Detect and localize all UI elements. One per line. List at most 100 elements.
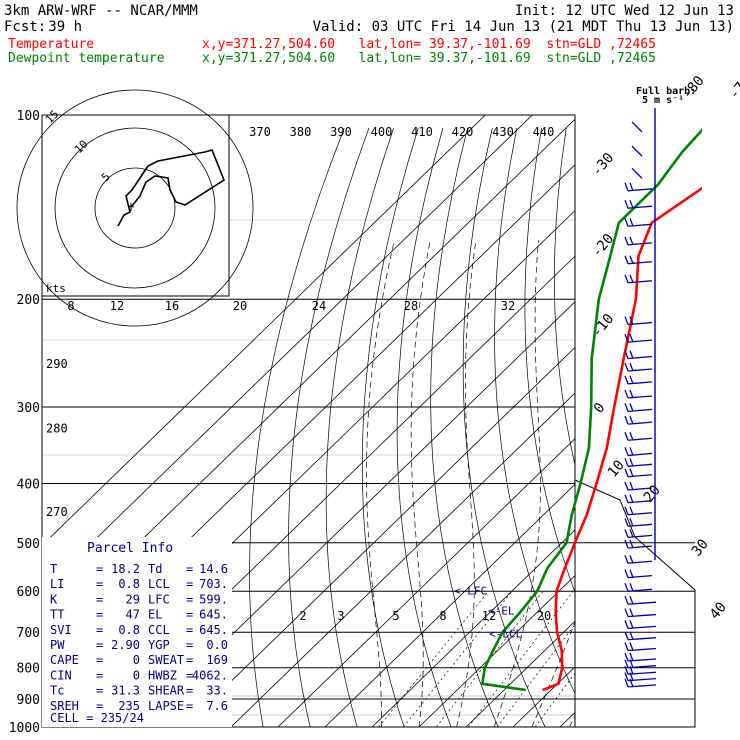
parcel-value: 47 [126,608,140,622]
wind-barb [624,620,657,630]
isotherm-line [277,438,575,727]
parcel-key: EL [148,608,162,622]
isotherm-line [324,483,575,727]
parcel-eq: = [186,623,193,637]
isotherm-line [230,392,575,727]
wind-barb [624,316,653,326]
hodograph-unit: kts [46,282,66,295]
parcel-key: SHEAR [148,684,185,698]
isotherm-label: 40 [707,599,730,622]
hodograph-ring [16,89,254,327]
wind-barb [624,659,657,669]
dry-adiabat [430,127,499,727]
theta-label: 390 [330,125,352,139]
parcel-level-el: <-EL [488,604,515,617]
parcel-key: LFC [148,592,170,606]
parcel-value: 599. [199,592,228,606]
parcel-key: K [50,592,58,606]
parcel-key: T [50,562,57,576]
valid-time: Valid: 03 UTC Fri 14 Jun 13 (21 MDT Thu … [313,19,734,35]
parcel-value: 4062. [192,668,228,682]
theta-label: 420 [452,125,474,139]
wind-barb [624,199,653,209]
parcel-value: 7.6 [206,699,228,713]
isobar-label: 1000 [9,721,40,736]
parcel-level-lfc: <-LFC [454,584,487,597]
parcel-eq: = [96,608,103,622]
mixing-ratio-label: 12 [482,609,496,623]
parcel-key: SREH [50,699,79,713]
parcel-key: CCL [148,623,170,637]
wind-barb [624,652,657,662]
theta-label: 430 [492,125,514,139]
speed-label: 24 [312,299,326,313]
init-time: Init: 12 UTC Wed 12 Jun 13 [515,3,734,19]
parcel-eq: = [186,638,193,652]
parcel-value: 33. [206,684,228,698]
parcel-eq: = [96,684,103,698]
dry-adiabat [325,127,394,727]
parcel-value: 0 [133,653,140,667]
isotherm-line [371,529,575,727]
parcel-info-title: Parcel Info [87,541,173,556]
parcel-key: YGP [148,638,170,652]
dry-adiabat [396,127,452,727]
wind-barb [624,458,653,467]
parcel-eq: = [186,668,193,682]
wind-barb [624,506,653,516]
mixing-ratio-label: 2 [299,609,306,623]
isobar-label: 700 [17,626,40,641]
parcel-eq: = [186,684,193,698]
parcel-key: PW [50,638,65,652]
parcel-key: TT [50,608,64,622]
wind-barb [624,595,657,605]
theta-label: 270 [46,505,68,519]
isobars [41,114,696,728]
theta-label: 280 [46,421,68,435]
speed-label: 32 [501,299,515,313]
legend-dewpoint: Dewpoint temperature [8,51,165,66]
parcel-eq: = [186,577,193,591]
legend-temperature: Temperature [8,37,94,52]
dry-adiabat [524,127,575,594]
dry-adiabat [714,128,740,740]
isobar-label: 100 [17,109,40,124]
temperature-trace [542,186,702,692]
dry-adiabat [494,127,575,695]
parcel-eq: = [186,592,193,606]
hodograph-ring [94,167,176,249]
hodograph-trace [117,149,225,227]
parcel-key: SVI [50,623,72,637]
dry-adiabat [583,128,740,740]
isobar-label: 500 [17,537,40,552]
dry-adiabat [249,127,345,727]
isotherm-line [183,346,575,727]
fcst-label: Fcst: [4,19,46,35]
parcel-key: CIN [50,668,72,682]
parcel-key: LAPSE [148,699,184,713]
parcel-eq: = [96,668,103,682]
dry-adiabat [664,128,740,740]
dry-adiabat [690,128,740,740]
mixing-ratio-line [468,590,574,727]
isobar-label: 800 [17,662,40,677]
parcel-eq: = [96,699,103,713]
isobar-label: 600 [17,585,40,600]
legend-dewpoint-info: x,y=371.27,504.60 lat,lon= 39.37,-101.69… [202,51,656,66]
wind-barb [631,145,643,157]
isotherm-label: -30 [589,150,618,180]
model-title: 3km ARW-WRF -- NCAR/MMM [4,3,198,19]
parcel-key: CAPE [50,653,79,667]
wind-barb [624,631,657,641]
wind-barb [624,415,653,425]
parcel-value: 29 [126,592,140,606]
isobar-label: 900 [17,693,40,708]
wind-barb [624,494,653,504]
theta-label: 380 [290,125,312,139]
wind-barb [624,362,653,372]
wind-barb [624,255,653,265]
wind-barb [624,236,653,246]
parcel-cell: CELL = 235/24 [50,711,144,725]
parcel-level-lcl: <-LCL [489,627,522,640]
